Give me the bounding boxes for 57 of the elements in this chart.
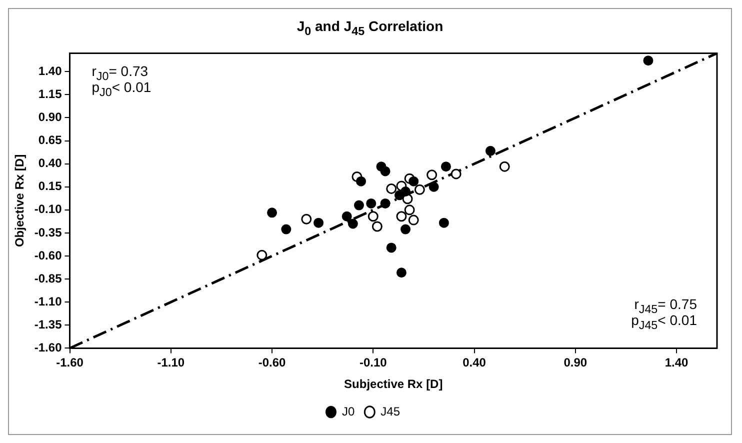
point <box>408 176 419 186</box>
y-tick-label: 0.15 <box>38 179 62 194</box>
point <box>342 211 352 222</box>
point <box>440 162 451 172</box>
point <box>281 224 292 234</box>
y-tick-label: -0.85 <box>34 271 62 286</box>
point <box>400 224 411 234</box>
point <box>450 168 462 180</box>
legend-label: J45 <box>380 404 400 418</box>
point <box>372 221 382 232</box>
y-tick-label: -1.35 <box>34 317 62 332</box>
x-tick-label: -0.10 <box>359 356 388 370</box>
point <box>354 200 364 210</box>
y-tick-label: 0.65 <box>38 133 62 148</box>
point <box>428 182 439 192</box>
y-tick-label: -1.10 <box>34 294 62 308</box>
point <box>380 198 390 208</box>
y-tick-label: -0.35 <box>34 225 62 240</box>
point <box>366 198 376 208</box>
y-tick-label: 0.40 <box>38 156 62 170</box>
point <box>408 214 419 226</box>
point <box>438 218 449 228</box>
point <box>404 204 415 216</box>
point <box>485 146 496 156</box>
y-tick-label: 1.40 <box>38 64 62 78</box>
point <box>499 161 510 172</box>
point <box>414 184 425 195</box>
x-tick-label: -1.10 <box>157 356 185 370</box>
x-tick-label: 1.40 <box>664 356 689 370</box>
point <box>356 176 366 186</box>
legend-label: J0 <box>342 404 355 418</box>
y-tick-label: -1.60 <box>34 340 62 355</box>
point <box>301 214 312 224</box>
y-tick-label: -0.10 <box>34 202 62 216</box>
point <box>386 242 396 253</box>
point <box>426 170 438 180</box>
point <box>256 250 268 260</box>
x-tick-label: 0.40 <box>462 356 486 370</box>
point <box>386 183 397 194</box>
point <box>348 218 358 229</box>
y-axis-title: Objective Rx [D] <box>12 154 27 248</box>
point <box>314 218 324 228</box>
point <box>643 56 654 66</box>
point <box>400 186 411 196</box>
point <box>368 211 378 222</box>
chart-title: J$_{0}$ and J$_{45}$ Correlation <box>296 17 444 40</box>
y-tick-label: 1.15 <box>38 86 62 101</box>
y-tick-label: -0.60 <box>34 248 62 262</box>
point <box>396 211 407 222</box>
point <box>267 208 278 218</box>
y-tick-label: 0.90 <box>38 110 62 124</box>
x-axis-title: Subjective Rx [D] <box>344 377 443 392</box>
x-tick-label: 0.90 <box>564 356 588 370</box>
point <box>396 268 406 278</box>
x-tick-label: -0.60 <box>258 356 286 370</box>
x-tick-label: -1.60 <box>56 356 84 370</box>
point <box>380 166 390 176</box>
